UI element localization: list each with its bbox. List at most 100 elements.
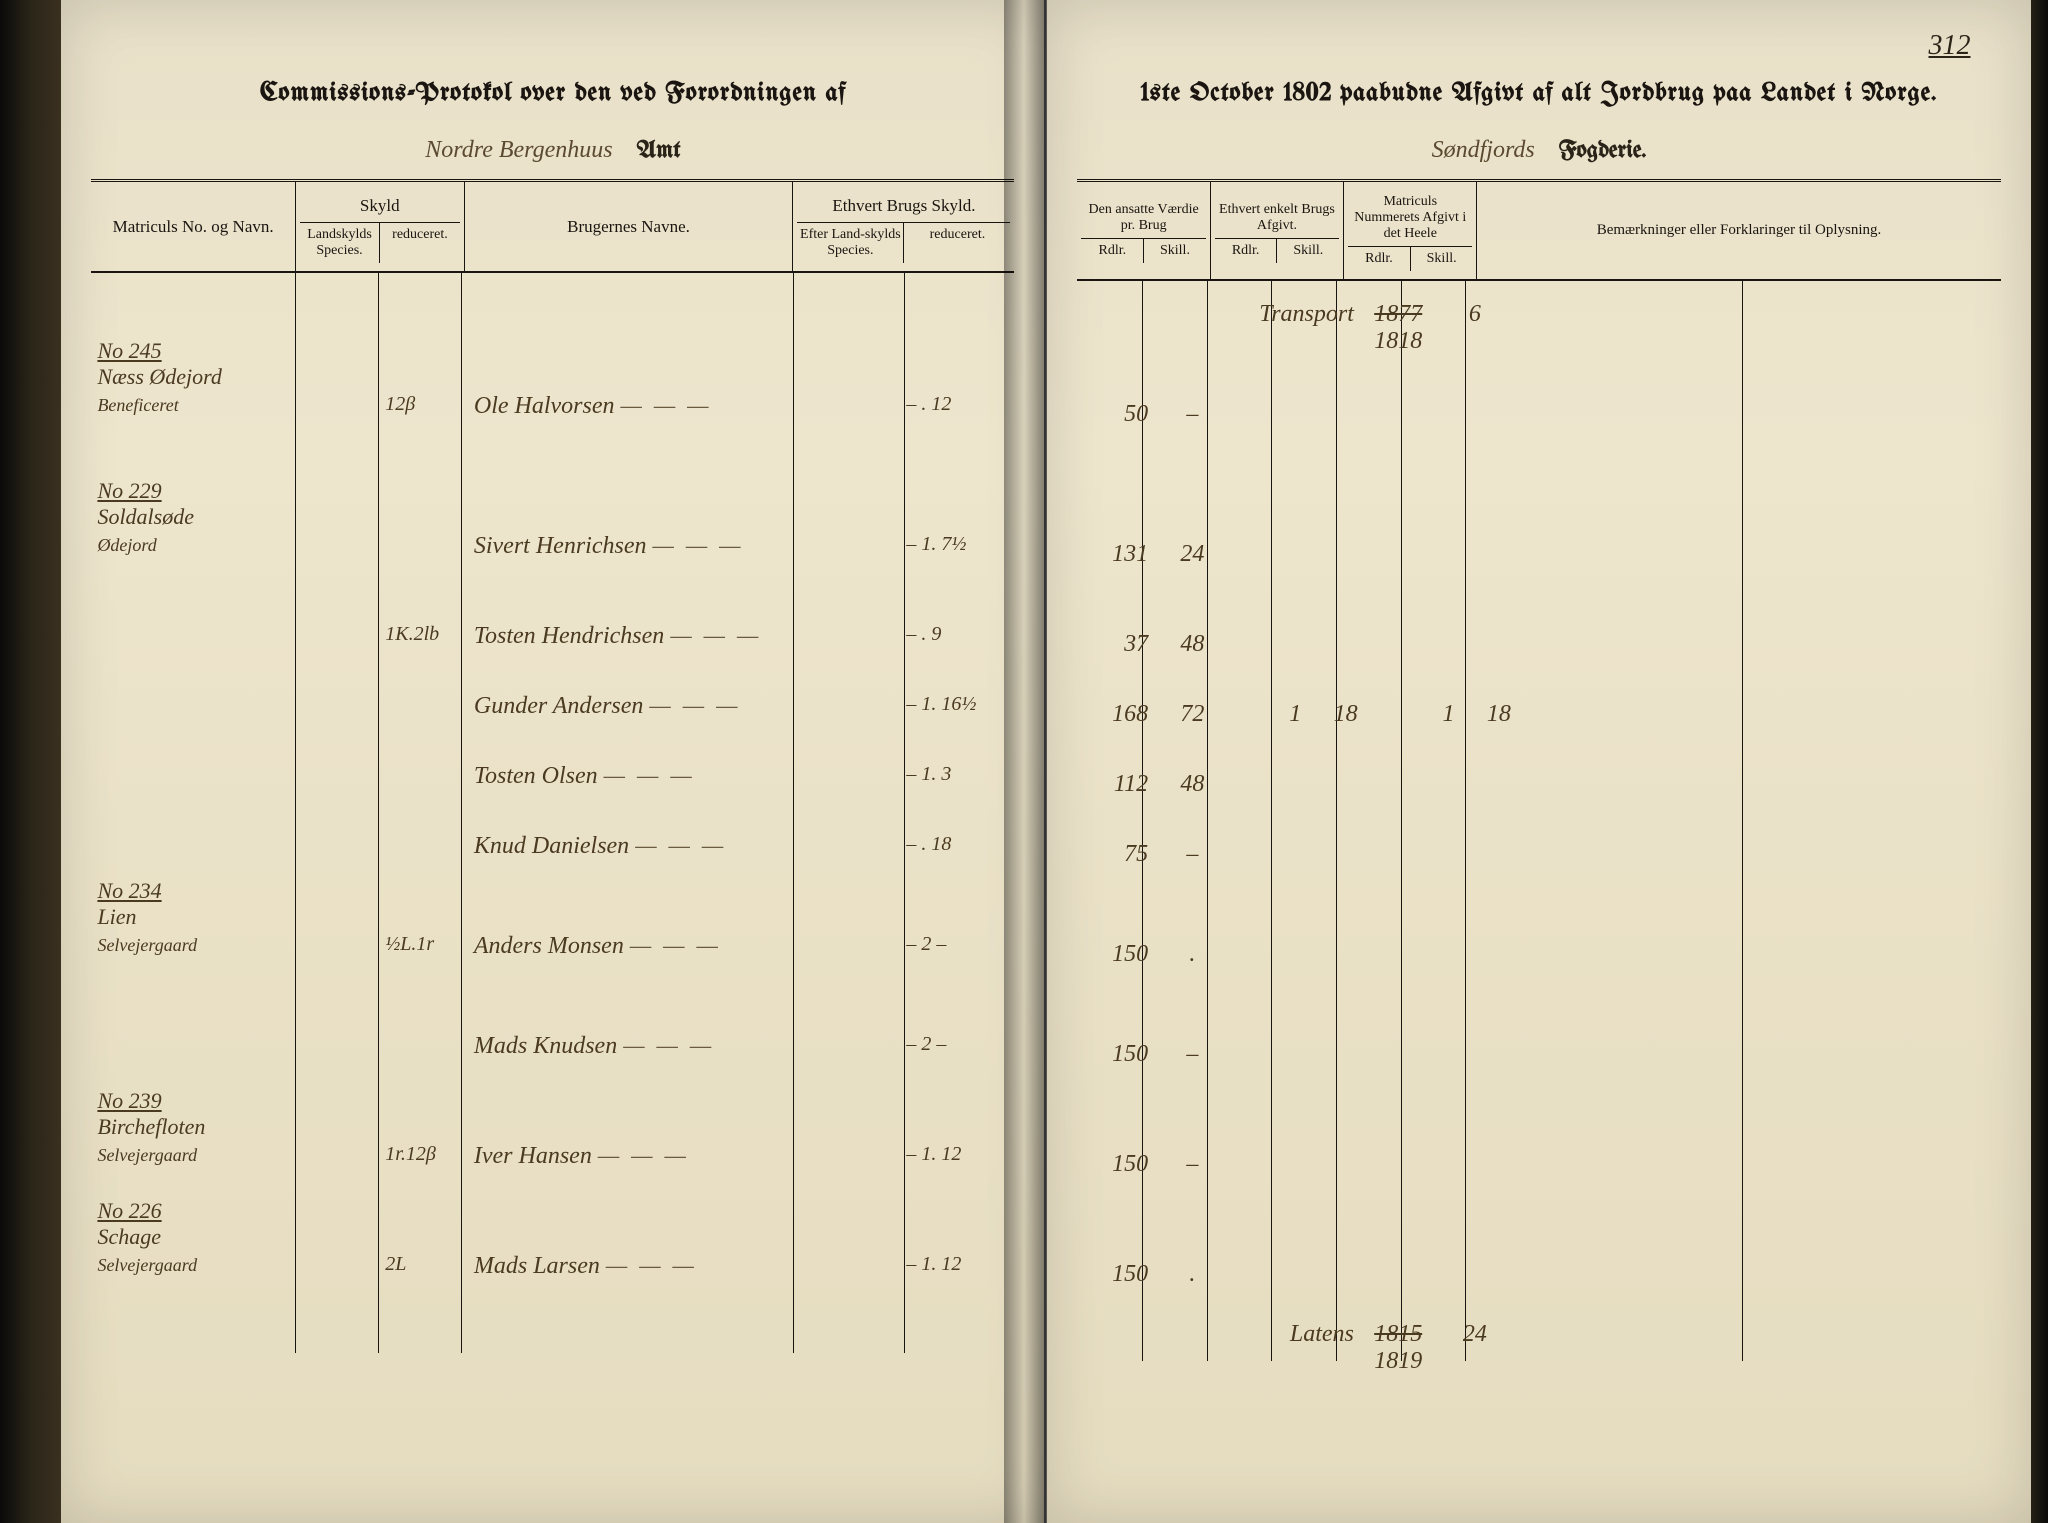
ledger-row-left: Knud Danielsen — — —– . 18 — [91, 833, 1014, 860]
afg-rdlr — [1231, 631, 1308, 658]
vaer-rdlr: 168 — [1077, 701, 1154, 728]
transport-label: Transport — [1219, 301, 1360, 355]
heele-rdlr — [1384, 541, 1461, 568]
hdr-afgivt: Ethvert enkelt Brugs Afgivt. — [1215, 198, 1339, 238]
heele-rdlr — [1384, 1041, 1461, 1068]
vaer-rdlr: 150 — [1077, 1041, 1154, 1068]
latens-label: Latens — [1219, 1321, 1360, 1375]
afg-skill — [1307, 771, 1384, 798]
left-header-row: Matriculs No. og Navn. Skyld Landskylds … — [91, 182, 1014, 273]
ledger-row-right: 150. — [1077, 1261, 2000, 1288]
heele-rdlr — [1384, 1261, 1461, 1288]
vaer-skill: – — [1154, 401, 1231, 428]
book-edge-right — [2028, 0, 2048, 1523]
heele-rdlr — [1384, 941, 1461, 968]
afg-rdlr — [1231, 841, 1308, 868]
heele-rdlr — [1384, 771, 1461, 798]
heele-rdlr: 1 — [1384, 701, 1461, 728]
heele-rdlr — [1384, 401, 1461, 428]
brug-red: – 2 – — [900, 933, 1014, 960]
transport-skill: 6 — [1437, 301, 1514, 355]
afg-skill — [1307, 631, 1384, 658]
brug-red: – 1. 16½ — [900, 693, 1014, 720]
ledger-row-right: 50– — [1077, 401, 2000, 428]
afg-rdlr — [1231, 401, 1308, 428]
bruger-name: Knud Danielsen — — — — [468, 833, 786, 860]
vaer-skill: 48 — [1154, 631, 1231, 658]
hdr-heele-group: Matriculs Nummerets Afgivt i det Heele R… — [1344, 182, 1477, 279]
afg-skill — [1307, 541, 1384, 568]
skyld-val: 1K.2lb — [379, 623, 468, 650]
vaer-skill: – — [1154, 841, 1231, 868]
heele-rdlr — [1384, 841, 1461, 868]
afg-skill — [1307, 401, 1384, 428]
latens-skill: 24 — [1437, 1321, 1514, 1375]
ledger-row-left: 2LMads Larsen — — —– 1. 12 — [91, 1253, 1014, 1280]
vaer-skill: – — [1154, 1151, 1231, 1178]
heele-skill: 18 — [1461, 701, 1538, 728]
hdr-skyld-b: reduceret. — [380, 223, 459, 263]
hdr-bemaerk: Bemærkninger eller Forklaringer til Oply… — [1477, 182, 2000, 279]
vaer-rdlr: 50 — [1077, 401, 1154, 428]
hdr-skyld-group: Skyld Landskylds Species. reduceret. — [296, 182, 465, 271]
brug-red: – . 12 — [900, 393, 1014, 420]
ledger-row-right: 3748 — [1077, 631, 2000, 658]
vaer-skill: . — [1154, 941, 1231, 968]
ledger-row-left: Sivert Henrichsen — — — – 1. 7½ — [91, 533, 1014, 560]
afg-skill — [1307, 941, 1384, 968]
ledger-row-right: 16872118118 — [1077, 701, 2000, 728]
right-page: 312 1ste October 1802 paabudne Afgivt af… — [1046, 0, 2030, 1523]
ledger-row-left: Gunder Andersen — — — – 1. 16½ — [91, 693, 1014, 720]
book-edge-left — [0, 0, 61, 1523]
fog-script: Søndfjords — [1432, 137, 1535, 163]
hdr-brugskyld-a: Efter Land-skylds Species. — [797, 223, 904, 263]
vaer-skill: 48 — [1154, 771, 1231, 798]
skyld-val: ½L.1r — [379, 933, 468, 960]
brug-red: – 1. 12 — [900, 1253, 1014, 1280]
ledger-row-right: 11248 — [1077, 771, 2000, 798]
brug-red: – 2 – — [900, 1033, 1014, 1060]
hdr-afgivt-a: Rdlr. — [1215, 239, 1278, 263]
vaer-rdlr: 150 — [1077, 1261, 1154, 1288]
afg-rdlr — [1231, 1261, 1308, 1288]
left-table: Matriculs No. og Navn. Skyld Landskylds … — [91, 179, 1014, 1353]
skyld-val — [379, 533, 468, 560]
amt-script: Nordre Bergenhuus — [425, 137, 612, 163]
hdr-heele: Matriculs Nummerets Afgivt i det Heele — [1348, 190, 1472, 246]
ledger-row-left: Mads Knudsen — — — – 2 – — [91, 1033, 1014, 1060]
vaer-rdlr: 131 — [1077, 541, 1154, 568]
ledger-book: Commissions-Protokol over den ved Forord… — [0, 0, 2048, 1523]
hdr-heele-a: Rdlr. — [1348, 247, 1411, 271]
hdr-vaerdie: Den ansatte Værdie pr. Brug — [1081, 198, 1205, 238]
heele-rdlr — [1384, 1151, 1461, 1178]
hdr-matriculs: Matriculs No. og Navn. — [91, 182, 295, 271]
skyld-val — [379, 763, 468, 790]
afg-skill — [1307, 1261, 1384, 1288]
vaer-rdlr: 150 — [1077, 1151, 1154, 1178]
ledger-row-right: 150. — [1077, 941, 2000, 968]
afg-rdlr — [1231, 1151, 1308, 1178]
right-table: Den ansatte Værdie pr. Brug Rdlr. Skill.… — [1077, 179, 2000, 1361]
title-left: Commissions-Protokol over den ved Forord… — [61, 0, 1044, 107]
ledger-row-left: 1r.12βIver Hansen — — —– 1. 12 — [91, 1143, 1014, 1170]
vaer-rdlr: 37 — [1077, 631, 1154, 658]
latens-rdlr: 18151819 — [1360, 1321, 1437, 1375]
heele-skill — [1461, 771, 1538, 798]
hdr-brugskyld-b: reduceret. — [904, 223, 1010, 263]
bruger-name: Sivert Henrichsen — — — — [468, 533, 786, 560]
bruger-name: Gunder Andersen — — — — [468, 693, 786, 720]
heele-skill — [1461, 1261, 1538, 1288]
bruger-name: Mads Knudsen — — — — [468, 1033, 786, 1060]
bruger-name: Ole Halvorsen — — — — [468, 393, 786, 420]
brug-red: – . 9 — [900, 623, 1014, 650]
bruger-name: Iver Hansen — — — — [468, 1143, 786, 1170]
left-body: No 245Næss ØdejordBeneficeret12βOle Halv… — [91, 273, 1014, 1353]
bruger-name: Tosten Olsen — — — — [468, 763, 786, 790]
amt-printed: Amt — [637, 139, 681, 164]
afg-skill: 18 — [1307, 701, 1384, 728]
bruger-name: Anders Monsen — — — — [468, 933, 786, 960]
brug-red: – 1. 7½ — [900, 533, 1014, 560]
heele-skill — [1461, 1041, 1538, 1068]
fog-line: Søndfjords Fogderie. — [1047, 137, 2030, 164]
ledger-row-right: 150– — [1077, 1151, 2000, 1178]
